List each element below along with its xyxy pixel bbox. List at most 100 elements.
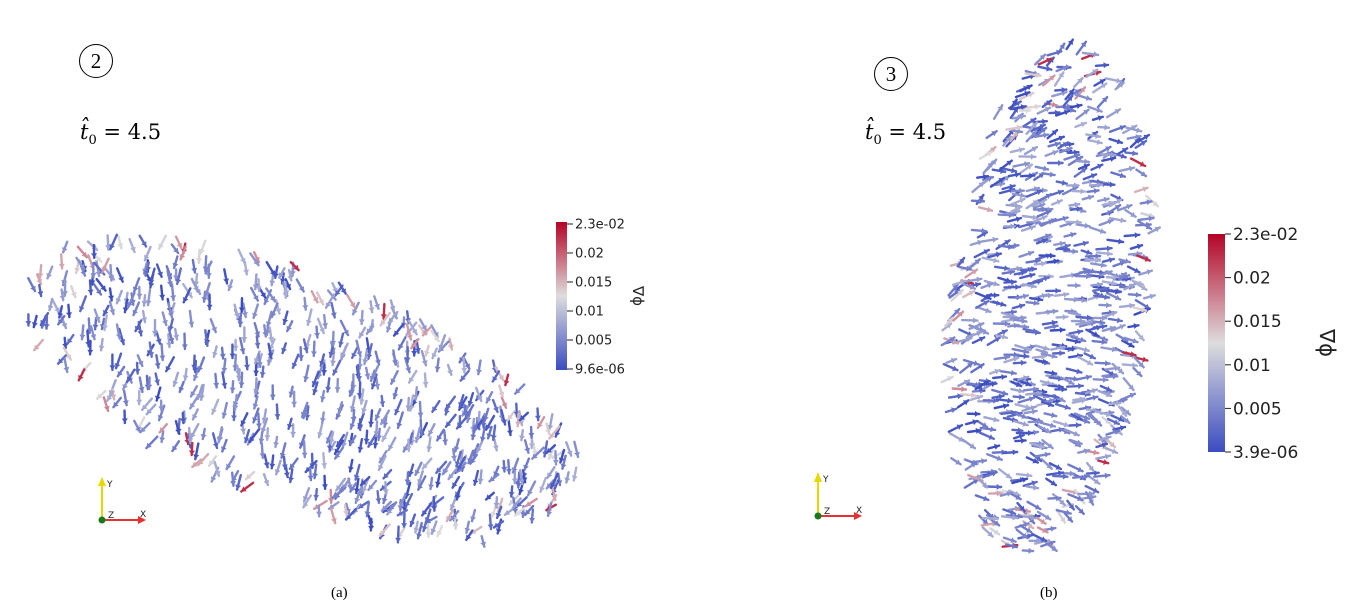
arrow-head — [211, 408, 217, 414]
time-sub: 0 — [88, 133, 97, 149]
arrow-head — [1103, 459, 1109, 465]
arrow-head — [470, 458, 476, 464]
arrow-head — [1058, 72, 1064, 78]
arrow-head — [279, 452, 286, 458]
arrow-head — [1084, 473, 1089, 480]
arrow-head — [1120, 425, 1125, 431]
arrow-head — [1142, 356, 1148, 363]
arrow-head — [87, 289, 94, 295]
arrow-head — [1092, 487, 1099, 493]
arrow-head — [252, 417, 258, 423]
arrow-head — [1051, 412, 1057, 418]
arrow-head — [101, 267, 107, 273]
arrow-head — [1097, 182, 1103, 188]
arrow-head — [168, 337, 175, 343]
arrow-head — [1119, 172, 1125, 179]
arrow-head — [335, 453, 341, 459]
arrow-head — [411, 342, 417, 349]
arrow-head — [956, 424, 962, 430]
arrow-head — [952, 284, 958, 290]
arrow-head — [998, 178, 1004, 184]
arrow-head — [368, 421, 375, 427]
colorbar-gradient — [1208, 234, 1225, 452]
arrow-head — [433, 331, 439, 338]
arrow-head — [1068, 89, 1074, 95]
arrow-head — [1138, 362, 1144, 368]
arrow-head — [1057, 375, 1063, 382]
arrow-head — [279, 278, 286, 284]
arrow-head — [173, 275, 179, 280]
arrow-head — [1021, 532, 1028, 538]
arrow-head — [1106, 287, 1112, 294]
arrow-head — [1132, 150, 1137, 157]
arrow-head — [109, 243, 115, 250]
arrow-head — [1105, 391, 1112, 398]
arrow-head — [1068, 504, 1074, 510]
arrow-head — [438, 344, 444, 350]
arrow-head — [379, 401, 386, 406]
arrow-head — [132, 309, 138, 315]
arrow-head — [321, 369, 328, 375]
arrow-head — [1084, 222, 1090, 229]
arrow-head — [1089, 353, 1095, 359]
arrow-head — [172, 445, 178, 451]
arrow-head — [358, 398, 365, 404]
arrow-head — [505, 468, 512, 474]
arrow-head — [275, 308, 282, 314]
arrow-head — [145, 300, 152, 306]
arrow-glyphs — [940, 38, 1161, 554]
arrow-head — [390, 378, 396, 384]
arrow-head — [173, 334, 180, 340]
arrow-head — [545, 428, 551, 434]
arrow-head — [1062, 314, 1068, 321]
arrow-head — [519, 435, 525, 441]
arrow-head — [205, 273, 212, 278]
arrow-head — [1076, 156, 1083, 162]
arrow-head — [455, 494, 461, 500]
arrow-head — [91, 253, 98, 258]
arrow-head — [373, 431, 380, 436]
arrow-head — [155, 338, 162, 344]
arrow-head — [380, 418, 387, 424]
arrow-head — [953, 309, 960, 315]
arrow-head — [1058, 160, 1063, 166]
arrow-head — [1105, 386, 1112, 392]
arrow-head — [58, 318, 64, 325]
arrow-head — [1019, 197, 1025, 204]
arrow-head — [1026, 472, 1032, 479]
arrow-head — [159, 355, 166, 361]
arrow-head — [1013, 351, 1019, 358]
arrow-head — [1045, 233, 1051, 240]
arrow-head — [1061, 386, 1067, 393]
arrow-head — [1046, 379, 1052, 386]
arrow-head — [1058, 135, 1064, 142]
arrow-head — [454, 461, 461, 467]
arrow-head — [321, 484, 328, 489]
arrow-head — [1044, 106, 1050, 113]
arrow-head — [1046, 65, 1052, 72]
arrow-head — [1016, 205, 1022, 212]
arrow-head — [219, 353, 226, 359]
arrow-head — [993, 280, 999, 287]
arrow-head — [364, 373, 371, 379]
arrow-head — [214, 470, 221, 476]
arrow-head — [1140, 141, 1146, 146]
arrow-head — [1049, 422, 1055, 429]
arrow-head — [1054, 141, 1060, 148]
arrow-head — [1023, 375, 1029, 381]
arrow-head — [1039, 202, 1045, 209]
arrow-head — [1124, 258, 1130, 264]
arrow-head — [261, 417, 268, 423]
arrow-head — [492, 376, 498, 382]
arrow-head — [382, 435, 388, 441]
arrow-head — [197, 366, 203, 372]
arrow-head — [269, 394, 276, 400]
arrow-head — [232, 405, 239, 410]
badge-text: 3 — [885, 61, 897, 86]
arrow-head — [158, 406, 165, 411]
arrow-head — [507, 414, 513, 420]
arrow-head — [1007, 397, 1013, 404]
arrow-head — [1030, 118, 1036, 124]
arrow-head — [100, 285, 106, 291]
arrow-head — [134, 369, 141, 374]
